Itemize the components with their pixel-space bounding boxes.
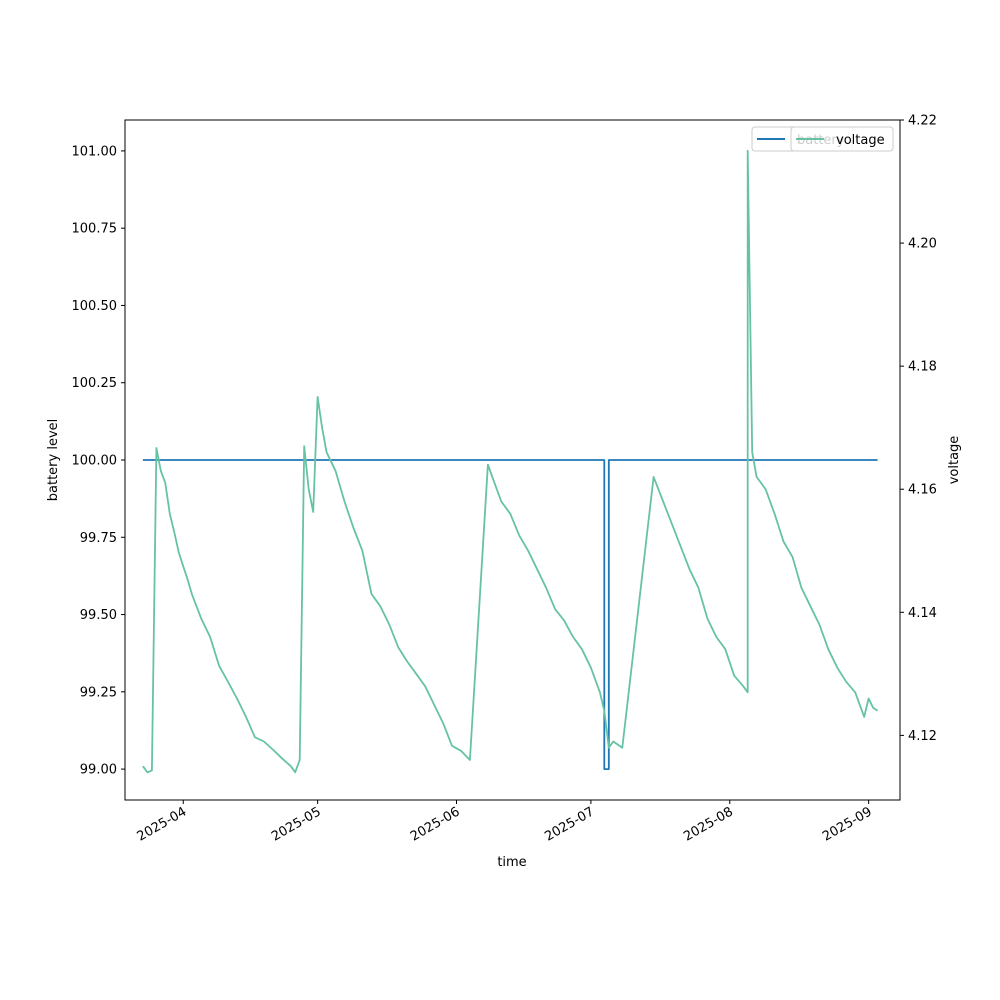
series-battery-line: [142, 459, 878, 770]
left-y-tick-label: 100.75: [72, 222, 118, 237]
left-y-tick-label: 99.50: [80, 608, 117, 623]
legend-voltage-frame: [790, 126, 894, 152]
right-y-tick-label: 4.22: [908, 114, 937, 129]
series-layer: [142, 149, 879, 774]
left-y-tick-label: 99.25: [80, 685, 117, 700]
right-y-tick-label: 4.16: [908, 483, 937, 498]
series-voltage-line: [142, 149, 879, 774]
right-y-axis-ticks: 4.12 4.14 4.16 4.18 4.20 4.22: [900, 114, 937, 744]
left-y-tick-label: 100.25: [72, 376, 118, 391]
left-y-tick-label: 99.00: [80, 763, 117, 778]
right-y-tick-label: 4.20: [908, 237, 937, 252]
legend-voltage-label: voltage: [836, 133, 885, 148]
right-y-axis-label: voltage: [947, 436, 962, 485]
left-y-axis-label: battery level: [46, 419, 61, 502]
left-y-tick-label: 99.75: [80, 531, 117, 546]
left-y-tick-label: 101.00: [72, 144, 118, 159]
left-y-tick-label: 100.50: [72, 299, 118, 314]
left-y-tick-label: 100.00: [72, 454, 118, 469]
right-y-tick-label: 4.18: [908, 360, 937, 375]
legend-voltage: voltage: [790, 126, 894, 152]
left-y-axis-ticks: 99.00 99.25 99.50 99.75 100.00 100.25 100.50 10…: [72, 144, 125, 778]
right-y-tick-label: 4.14: [908, 606, 937, 621]
x-axis-label: time: [497, 855, 526, 870]
right-y-tick-label: 4.12: [908, 729, 937, 744]
